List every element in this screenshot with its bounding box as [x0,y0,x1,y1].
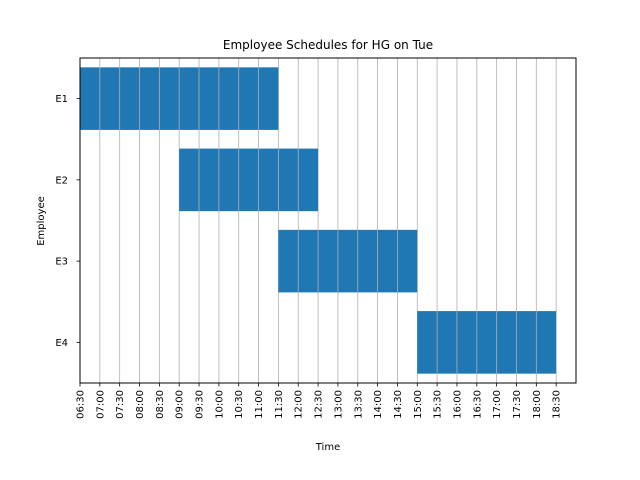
x-axis-ticks: 06:30 07:00 07:30 08:00 08:30 09:00 09:30 10:00… [76,383,563,419]
x-tick-label: 10:30 [234,390,245,419]
x-tick-label: 09:00 [175,390,186,419]
x-tick-label: 16:00 [452,390,463,419]
y-tick-label: E4 [55,338,68,349]
x-tick-label: 12:30 [314,390,325,419]
x-tick-label: 09:30 [195,390,206,419]
x-tick-label: 10:00 [214,390,225,419]
x-tick-label: 07:00 [95,390,106,419]
x-tick-label: 08:00 [135,390,146,419]
x-tick-label: 11:30 [274,390,285,419]
x-tick-label: 11:00 [254,390,265,419]
x-tick-label: 18:00 [532,390,543,419]
y-tick-label: E3 [55,257,68,268]
x-tick-label: 12:00 [294,390,305,419]
plot-frame [79,57,577,384]
y-axis-ticks: E1 E2 E3 E4 [55,94,80,349]
x-tick-label: 13:00 [333,390,344,419]
y-tick-label: E1 [55,94,68,105]
x-tick-label: 14:30 [393,390,404,419]
x-tick-label: 17:30 [512,390,523,419]
x-tick-label: 07:30 [115,390,126,419]
y-axis-label: Employee [36,196,47,246]
x-tick-label: 15:00 [413,390,424,419]
x-tick-label: 06:30 [76,390,87,419]
chart-title: Employee Schedules for HG on Tue [223,38,433,52]
x-tick-label: 18:30 [552,390,563,419]
x-tick-label: 16:30 [472,390,483,419]
shift-bar-e2 [179,148,319,212]
y-tick-label: E2 [55,175,68,186]
x-tick-label: 17:00 [492,390,503,419]
x-tick-label: 14:00 [373,390,384,419]
shift-bar-e4 [417,311,557,374]
x-tick-label: 13:30 [353,390,364,419]
x-axis-label: Time [315,442,340,453]
x-tick-label: 08:30 [155,390,166,419]
x-tick-label: 15:30 [433,390,444,419]
shift-bar-e3 [278,229,418,293]
bar-gridlines [99,67,537,374]
